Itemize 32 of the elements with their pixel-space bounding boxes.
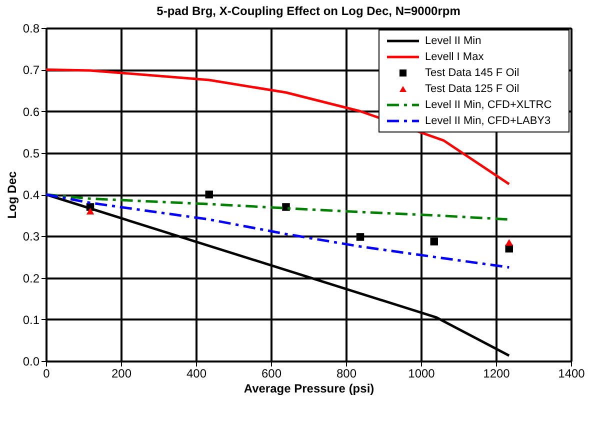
legend-label: Level II Min, CFD+LABY3 <box>425 115 551 127</box>
y-tick-label: 0.5 <box>22 146 40 160</box>
x-tick-label: 200 <box>111 366 132 380</box>
y-tick-label: 0.3 <box>22 230 40 244</box>
x-tick-label: 1400 <box>558 366 586 380</box>
point <box>205 190 213 198</box>
legend-label: Test Data 145 F Oil <box>425 67 520 79</box>
y-tick-label: 0.1 <box>22 312 40 327</box>
point <box>356 233 364 241</box>
chart-title: 5-pad Brg, X-Coupling Effect on Log Dec, N=9000rpm <box>156 4 460 18</box>
legend-label: Test Data 125 F Oil <box>425 83 520 95</box>
x-axis-title: Average Pressure (psi) <box>244 382 374 396</box>
y-tick-label: 0.7 <box>22 63 40 78</box>
y-tick-label: 0.4 <box>22 188 40 202</box>
point <box>505 239 513 246</box>
y-axis-title: Log Dec <box>4 171 19 219</box>
point <box>86 208 94 215</box>
legend-label: Level II Min, CFD+XLTRC <box>425 99 552 111</box>
x-tick-label: 1000 <box>408 366 436 380</box>
y-tick-label: 0.8 <box>22 22 40 36</box>
y-tick-label: 0.0 <box>22 354 40 368</box>
legend-label: Levell I Max <box>425 51 484 63</box>
y-tick-label: 0.2 <box>22 271 40 286</box>
line-series <box>44 193 510 269</box>
x-tick-label: 400 <box>186 366 207 380</box>
x-tick-label: 600 <box>261 366 282 380</box>
point <box>430 238 438 246</box>
x-tick-label: 1200 <box>483 366 510 380</box>
x-tick-label: 800 <box>336 366 357 380</box>
x-tick-label: 0 <box>43 366 50 380</box>
legend-label: Level II Min <box>425 35 482 47</box>
y-tick-label: 0.6 <box>22 104 40 119</box>
